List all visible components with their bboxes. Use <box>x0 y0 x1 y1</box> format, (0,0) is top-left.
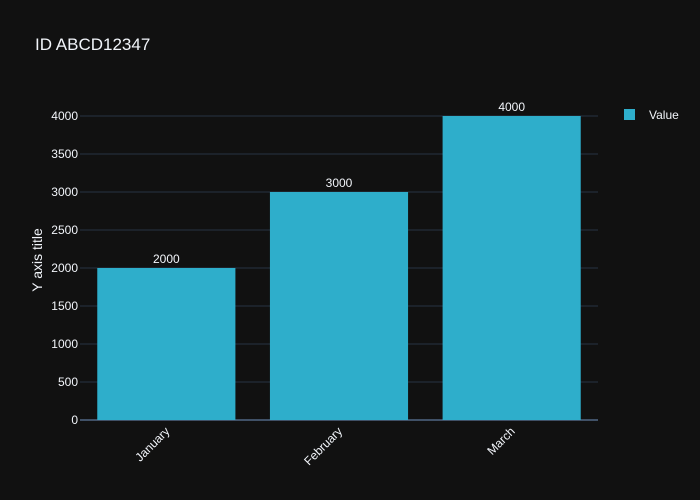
legend[interactable]: Value <box>624 108 679 122</box>
legend-swatch <box>624 109 635 120</box>
bar-data-labels: 2000 3000 4000 <box>153 100 525 266</box>
bar-january[interactable] <box>97 268 236 420</box>
bars <box>97 116 581 420</box>
legend-label: Value <box>649 108 679 122</box>
data-label: 4000 <box>498 100 525 114</box>
y-tick-label: 2500 <box>51 223 78 237</box>
chart-title: ID ABCD12347 <box>35 35 150 54</box>
y-axis-title: Y axis title <box>29 228 45 292</box>
data-label: 3000 <box>326 176 353 190</box>
y-tick-label: 500 <box>58 375 78 389</box>
bar-march[interactable] <box>442 116 581 420</box>
y-tick-label: 3500 <box>51 147 78 161</box>
y-tick-label: 1000 <box>51 337 78 351</box>
y-tick-label: 0 <box>71 413 78 427</box>
y-tick-label: 4000 <box>51 109 78 123</box>
y-tick-label: 1500 <box>51 299 78 313</box>
y-tick-label: 2000 <box>51 261 78 275</box>
y-tick-label: 3000 <box>51 185 78 199</box>
y-axis-ticks: 0 500 1000 1500 2000 2500 3000 3500 4000 <box>51 109 78 427</box>
data-label: 2000 <box>153 252 180 266</box>
bar-february[interactable] <box>269 192 409 420</box>
